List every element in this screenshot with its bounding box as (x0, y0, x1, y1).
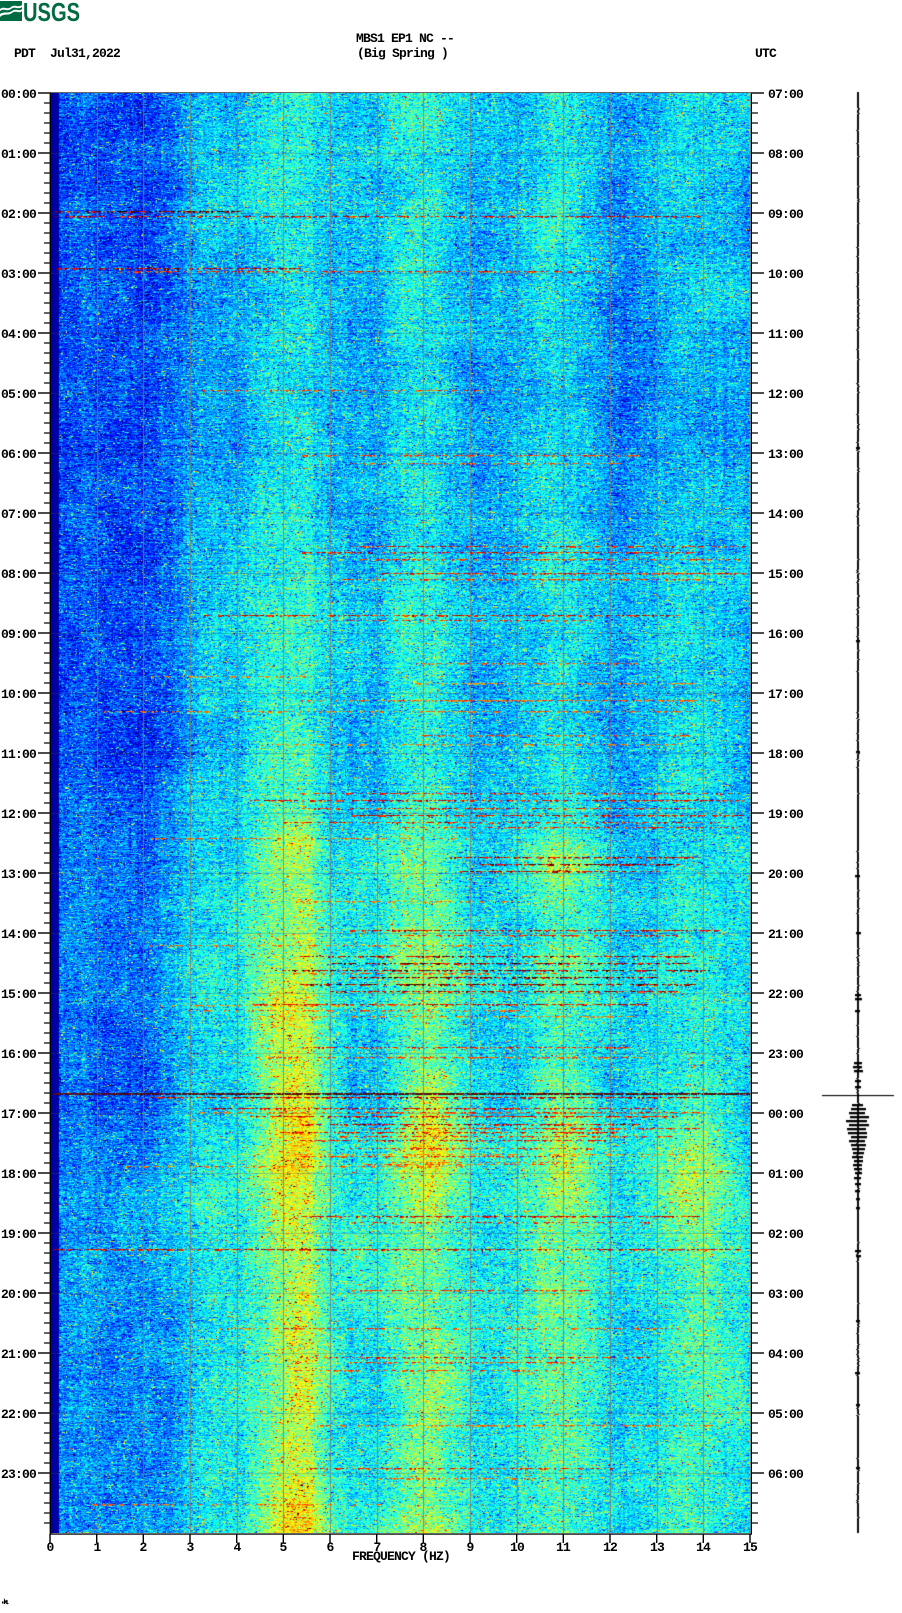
svg-text:USGS: USGS (23, 0, 80, 27)
